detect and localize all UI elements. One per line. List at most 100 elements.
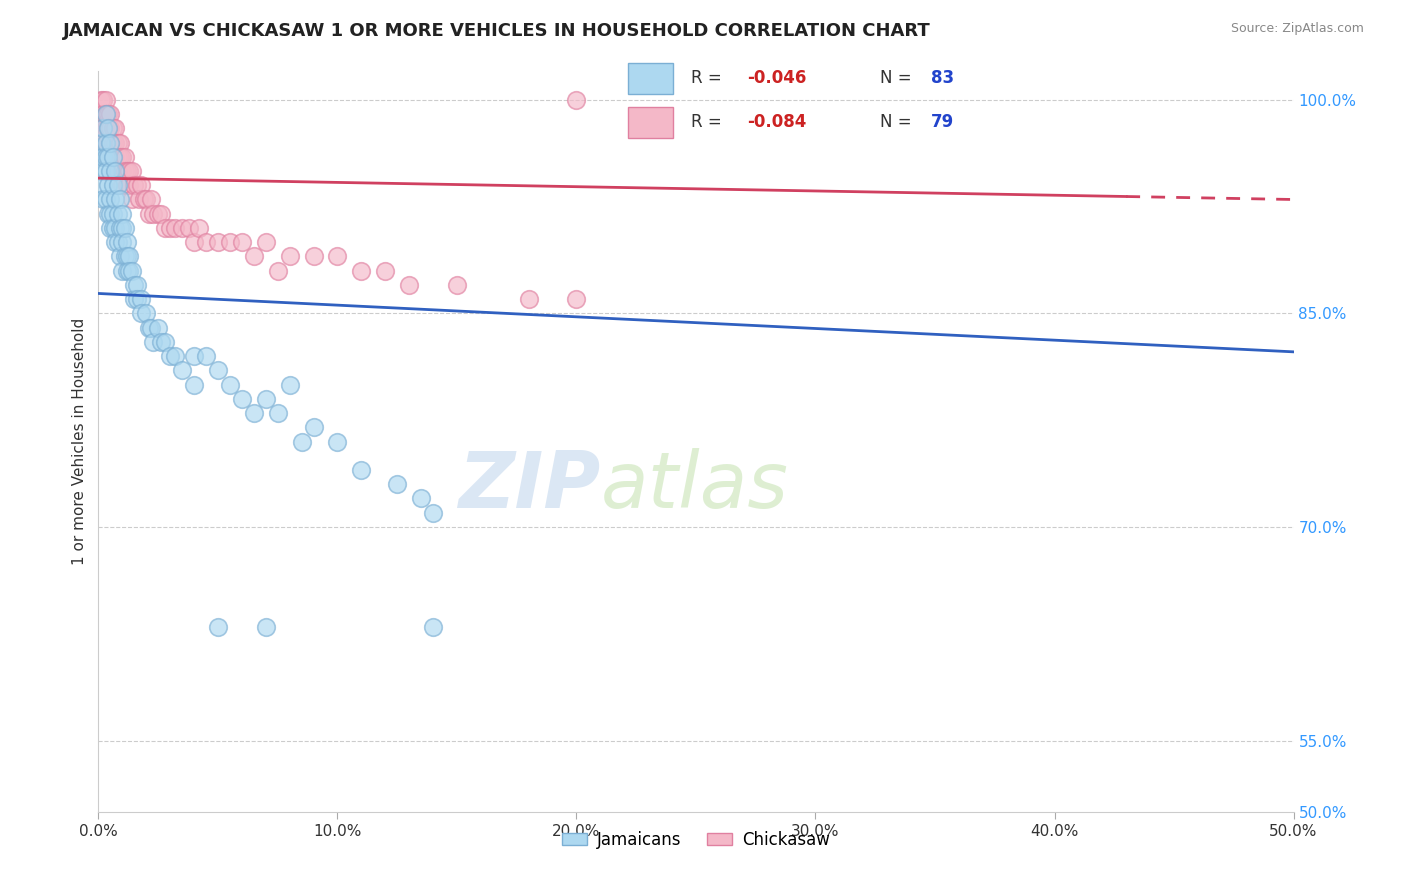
Point (131, 178, 153, 193)
Point (101, 150, 124, 164)
Point (90, 164, 112, 178)
Point (183, 377, 205, 392)
Point (104, 235, 127, 250)
Point (101, 207, 124, 221)
Point (108, 249, 131, 264)
Y-axis label: 1 or more Vehicles in Household: 1 or more Vehicles in Household (72, 318, 87, 566)
Point (111, 178, 134, 193)
Point (118, 178, 141, 193)
Point (98, 150, 122, 164)
Point (155, 221, 177, 235)
Point (97, 136, 120, 150)
Text: Source: ZipAtlas.com: Source: ZipAtlas.com (1230, 22, 1364, 36)
Point (98, 207, 122, 221)
Point (422, 619, 444, 633)
Text: R =: R = (690, 113, 727, 131)
Text: 79: 79 (931, 113, 955, 131)
Point (142, 334, 165, 349)
Point (91, 93, 114, 107)
Point (149, 207, 172, 221)
Point (115, 178, 138, 193)
Point (107, 150, 129, 164)
Point (104, 193, 127, 207)
Point (326, 249, 349, 264)
Point (104, 164, 127, 178)
Point (148, 207, 170, 221)
Point (111, 235, 134, 250)
Point (94, 150, 117, 164)
Point (139, 320, 162, 334)
Bar (627, 107, 672, 138)
Point (91, 121, 114, 136)
Point (195, 349, 218, 363)
Point (278, 377, 301, 392)
Point (219, 235, 242, 250)
Point (115, 235, 138, 250)
Point (97, 150, 120, 164)
Text: N =: N = (880, 113, 917, 131)
Text: JAMAICAN VS CHICKASAW 1 OR MORE VEHICLES IN HOUSEHOLD CORRELATION CHART: JAMAICAN VS CHICKASAW 1 OR MORE VEHICLES… (63, 22, 931, 40)
Point (121, 193, 143, 207)
Point (114, 221, 136, 235)
Point (128, 193, 150, 207)
Point (94, 136, 117, 150)
Point (101, 221, 124, 235)
Bar (627, 63, 672, 94)
Point (104, 221, 127, 235)
Text: N =: N = (880, 70, 917, 87)
Point (104, 164, 127, 178)
Point (111, 221, 134, 235)
Point (374, 263, 396, 277)
Point (124, 277, 146, 292)
Point (94, 93, 117, 107)
Point (94, 107, 117, 121)
Text: 83: 83 (931, 70, 955, 87)
Point (195, 235, 218, 250)
Point (98, 221, 122, 235)
Point (159, 221, 181, 235)
Point (91, 150, 114, 164)
Point (94, 107, 117, 121)
Text: atlas: atlas (600, 448, 789, 524)
Point (411, 491, 433, 506)
Point (91, 121, 114, 136)
Point (125, 292, 148, 306)
Point (98, 107, 122, 121)
Point (94, 164, 117, 178)
Point (291, 434, 314, 449)
Point (172, 363, 194, 377)
Point (118, 164, 141, 178)
Point (278, 249, 301, 264)
Point (94, 121, 117, 136)
Point (90, 93, 112, 107)
Point (183, 235, 205, 250)
Point (131, 306, 153, 320)
Point (132, 193, 155, 207)
Point (138, 207, 160, 221)
Point (98, 164, 122, 178)
Point (267, 406, 290, 420)
Point (111, 164, 134, 178)
Point (118, 249, 141, 264)
Point (90, 107, 112, 121)
Point (302, 249, 325, 264)
Point (101, 150, 124, 164)
Point (155, 334, 177, 349)
Point (207, 363, 229, 377)
Point (94, 136, 117, 150)
Point (97, 107, 120, 121)
Point (114, 249, 136, 264)
Point (149, 334, 172, 349)
Point (97, 150, 120, 164)
Point (350, 263, 373, 277)
Text: -0.084: -0.084 (747, 113, 806, 131)
Point (91, 150, 114, 164)
Point (398, 277, 420, 292)
Legend: Jamaicans, Chickasaw: Jamaicans, Chickasaw (555, 824, 837, 855)
Point (101, 121, 124, 136)
Point (302, 420, 325, 434)
Point (125, 277, 148, 292)
Point (98, 193, 122, 207)
Point (101, 136, 124, 150)
Point (115, 164, 138, 178)
